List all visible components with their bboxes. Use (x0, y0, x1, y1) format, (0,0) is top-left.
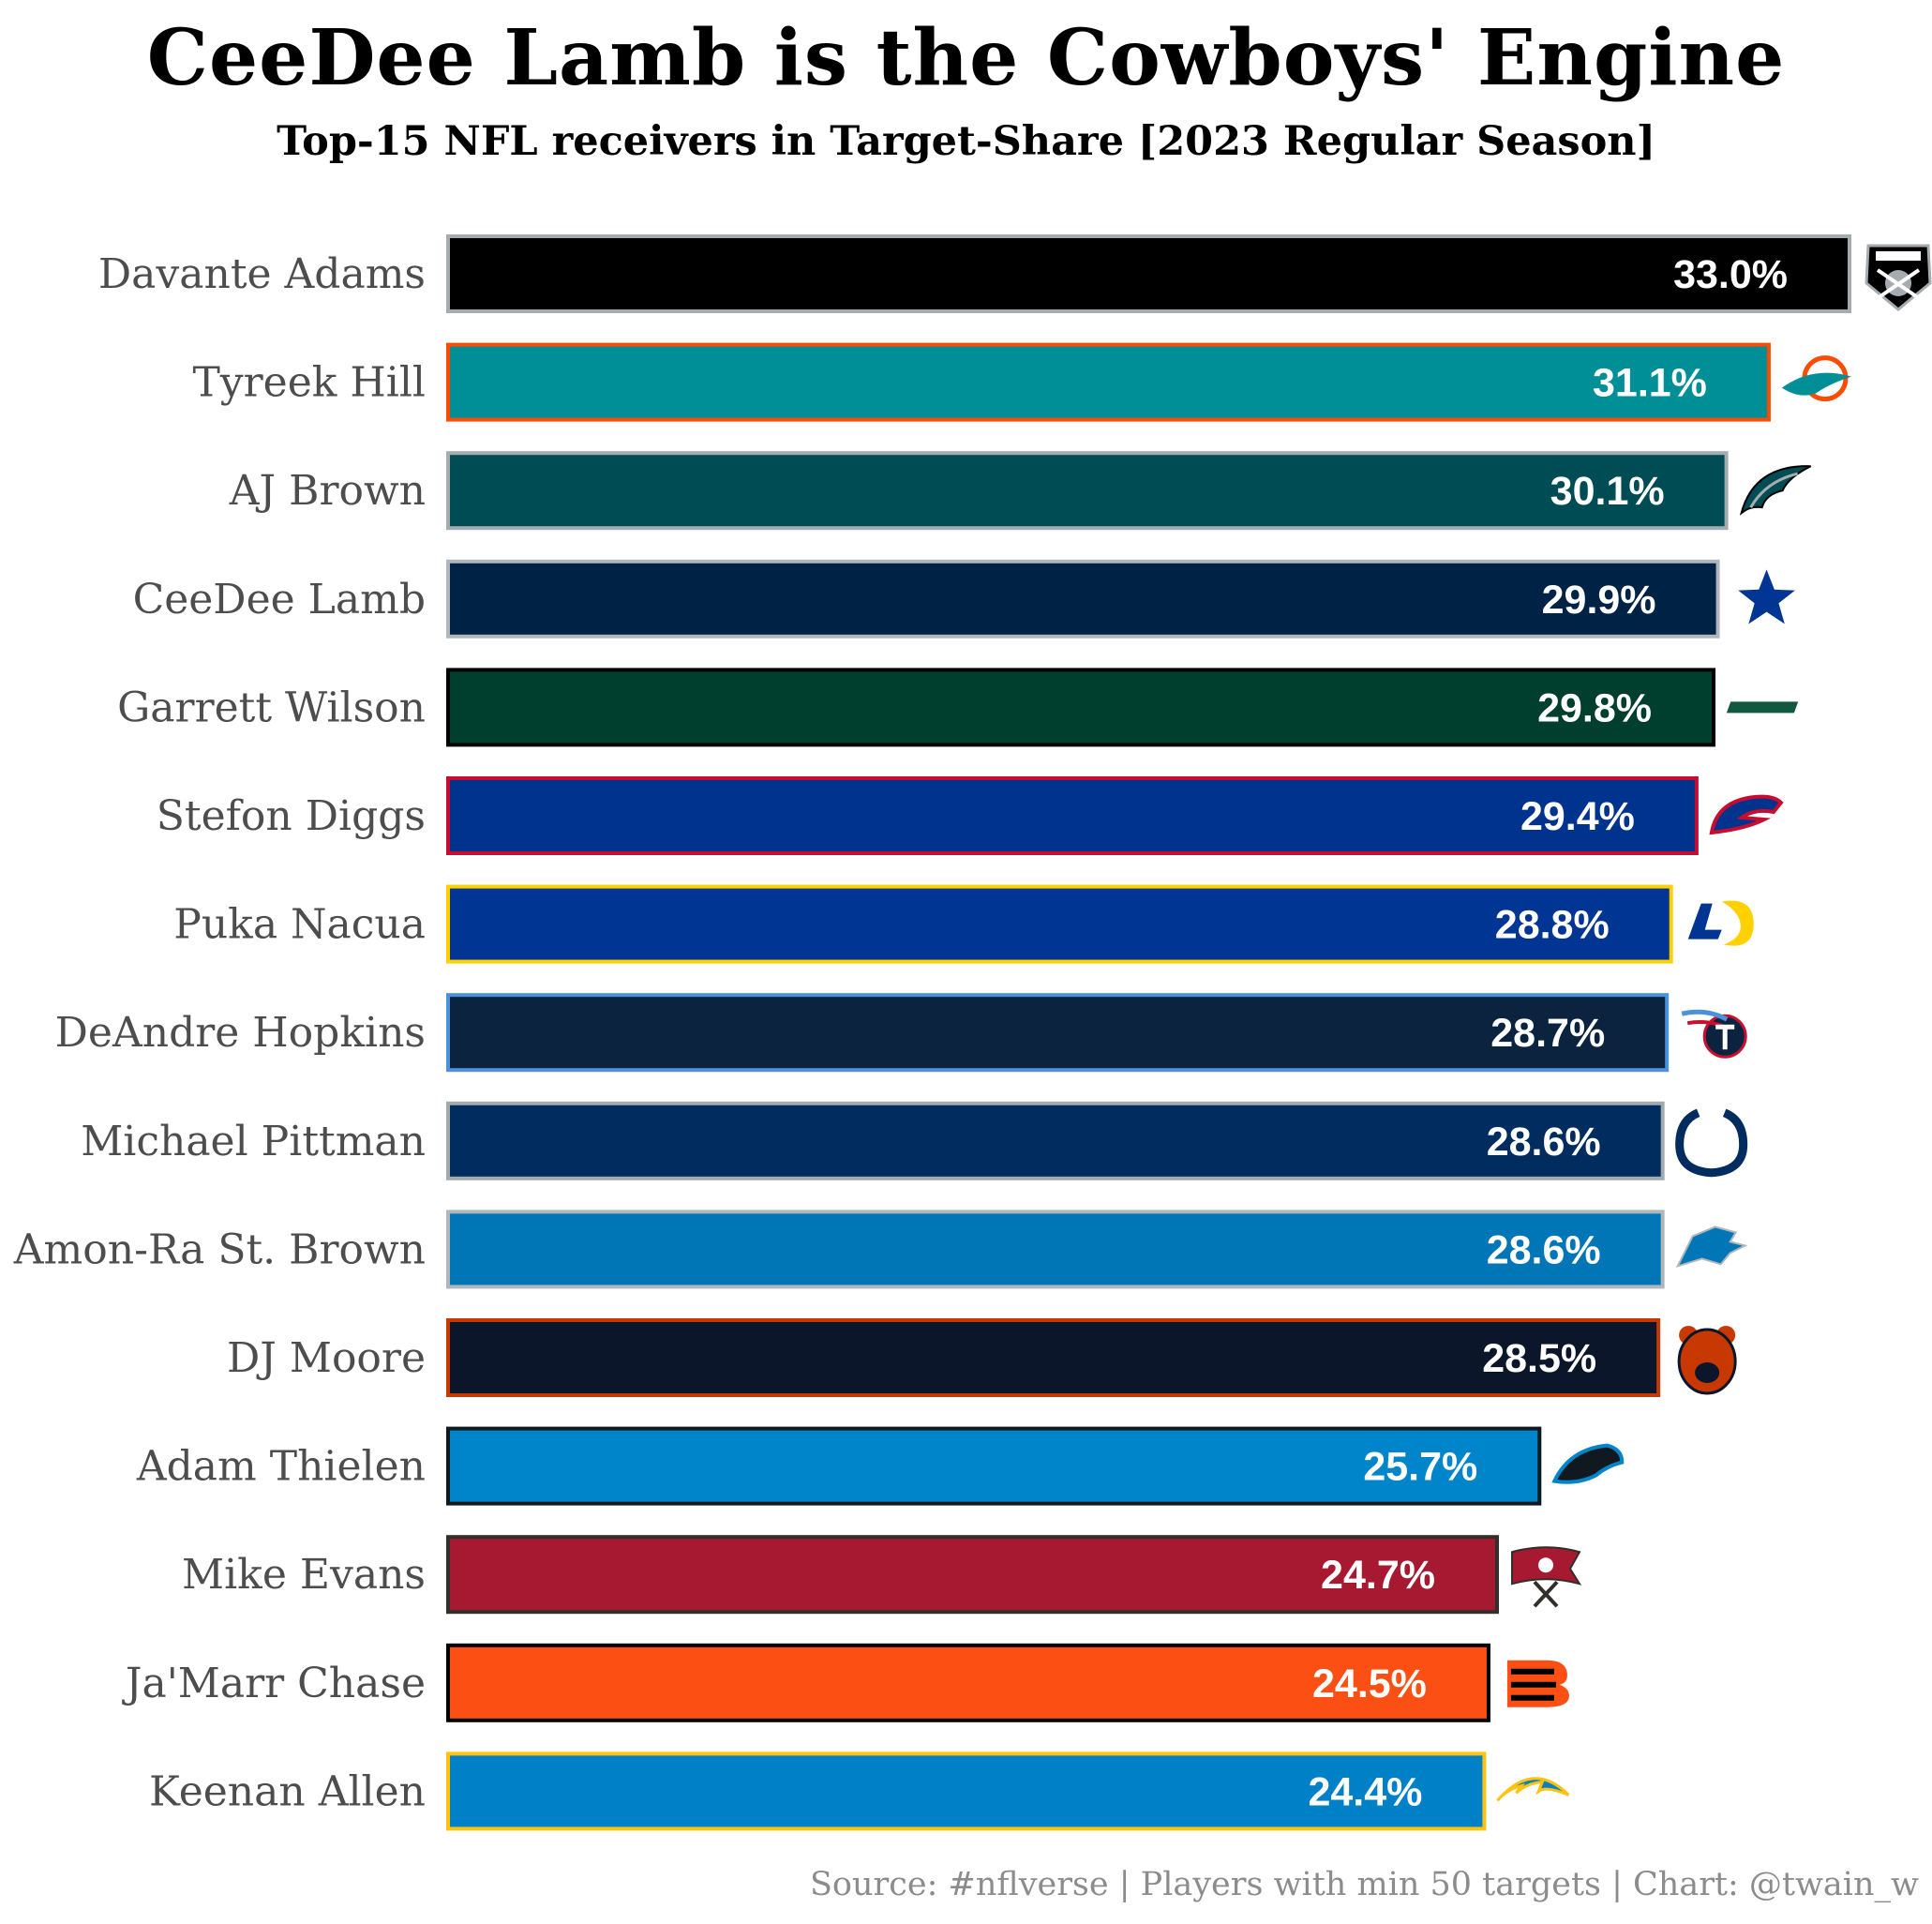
bar (446, 1643, 1490, 1722)
value-label: 24.5% (1312, 1661, 1427, 1706)
bar-row: Tyreek Hill 31.1% (192, 342, 1851, 422)
bar-row: Ja'Marr Chase 24.5% (122, 1643, 1569, 1722)
bar (446, 993, 1670, 1073)
bar-row: Davante Adams 33.0% (98, 234, 1932, 313)
bar-row: Stefon Diggs 29.4% (157, 776, 1784, 855)
chart-title: CeeDee Lamb is the Cowboys' Engine (146, 13, 1786, 103)
dolphins-logo-icon (1781, 355, 1851, 402)
player-label: Keenan Allen (149, 1767, 426, 1815)
bar (446, 776, 1699, 855)
value-label: 24.7% (1321, 1553, 1435, 1598)
chart-subtitle: Top-15 NFL receivers in Target-Share [20… (277, 118, 1655, 165)
player-label: DJ Moore (227, 1334, 426, 1382)
value-label: 28.6% (1487, 1227, 1601, 1272)
bar-row: Mike Evans 24.7% (182, 1535, 1582, 1615)
player-label: Stefon Diggs (157, 792, 426, 840)
bar-row: CeeDee Lamb 29.9% (133, 559, 1801, 639)
bar (446, 1751, 1487, 1831)
bills-logo-icon (1709, 794, 1784, 835)
bar (446, 1426, 1542, 1506)
jets-logo-icon (1726, 701, 1799, 714)
lions-logo-icon (1675, 1225, 1748, 1269)
bar (446, 342, 1771, 422)
bar-row: DJ Moore 28.5% (227, 1318, 1737, 1397)
player-label: Michael Pittman (81, 1118, 426, 1165)
bars-layer: Davante Adams 33.0% Tyreek Hill 31.1% AJ Bro… (13, 234, 1932, 1831)
eagles-logo-icon (1739, 465, 1812, 516)
value-label: 29.8% (1537, 685, 1652, 730)
bengals-logo-icon (1506, 1660, 1569, 1707)
bar (446, 1318, 1661, 1397)
bar-row: Michael Pittman 28.6% (81, 1101, 1748, 1180)
value-label: 28.8% (1495, 903, 1610, 948)
player-label: DeAndre Hopkins (55, 1009, 426, 1057)
bar-row: AJ Brown 30.1% (229, 451, 1812, 531)
player-label: AJ Brown (229, 467, 426, 515)
cowboys-star-icon (1732, 564, 1801, 629)
bar-row: Garrett Wilson 29.8% (117, 668, 1799, 747)
value-label: 33.0% (1673, 252, 1788, 297)
bar (446, 884, 1673, 964)
bar (446, 1101, 1665, 1180)
bar-row: Amon-Ra St. Brown 28.6% (13, 1210, 1748, 1289)
bar (446, 1210, 1665, 1289)
value-label: 28.5% (1482, 1336, 1596, 1381)
bar (446, 559, 1720, 639)
value-label: 31.1% (1593, 361, 1707, 406)
bar (446, 234, 1851, 313)
bar-row: Adam Thielen 25.7% (136, 1426, 1625, 1506)
panthers-logo-icon (1551, 1443, 1625, 1484)
titans-logo-icon (1681, 1009, 1747, 1059)
bar (446, 668, 1716, 747)
value-label: 30.1% (1550, 469, 1665, 514)
chart-caption: Source: #nflverse | Players with min 50 … (809, 1866, 1919, 1903)
player-label: Tyreek Hill (192, 359, 426, 407)
player-label: Ja'Marr Chase (122, 1660, 426, 1707)
bar-row: DeAndre Hopkins 28.7% (55, 993, 1747, 1073)
value-label: 29.9% (1542, 578, 1656, 623)
player-label: Adam Thielen (136, 1443, 426, 1491)
player-label: Mike Evans (182, 1551, 426, 1599)
bar-row: Puka Nacua 28.8% (173, 884, 1754, 964)
player-label: CeeDee Lamb (133, 576, 426, 624)
bar-row: Keenan Allen 24.4% (149, 1751, 1570, 1831)
player-label: Davante Adams (98, 250, 426, 298)
bar (446, 451, 1729, 531)
bar (446, 1535, 1499, 1615)
buccaneers-flag-icon (1510, 1546, 1582, 1608)
value-label: 25.7% (1363, 1445, 1477, 1490)
value-label: 29.4% (1520, 794, 1635, 839)
value-label: 28.6% (1487, 1120, 1601, 1165)
value-label: 28.7% (1490, 1011, 1605, 1056)
player-label: Garrett Wilson (117, 684, 426, 731)
bears-logo-icon (1677, 1326, 1737, 1395)
player-label: Amon-Ra St. Brown (13, 1225, 426, 1273)
value-label: 24.4% (1308, 1769, 1422, 1814)
colts-horseshoe-icon (1675, 1108, 1748, 1178)
chargers-bolt-icon (1496, 1777, 1570, 1802)
rams-logo-icon (1687, 900, 1754, 946)
player-label: Puka Nacua (173, 901, 426, 949)
raiders-logo-icon (1865, 244, 1932, 311)
